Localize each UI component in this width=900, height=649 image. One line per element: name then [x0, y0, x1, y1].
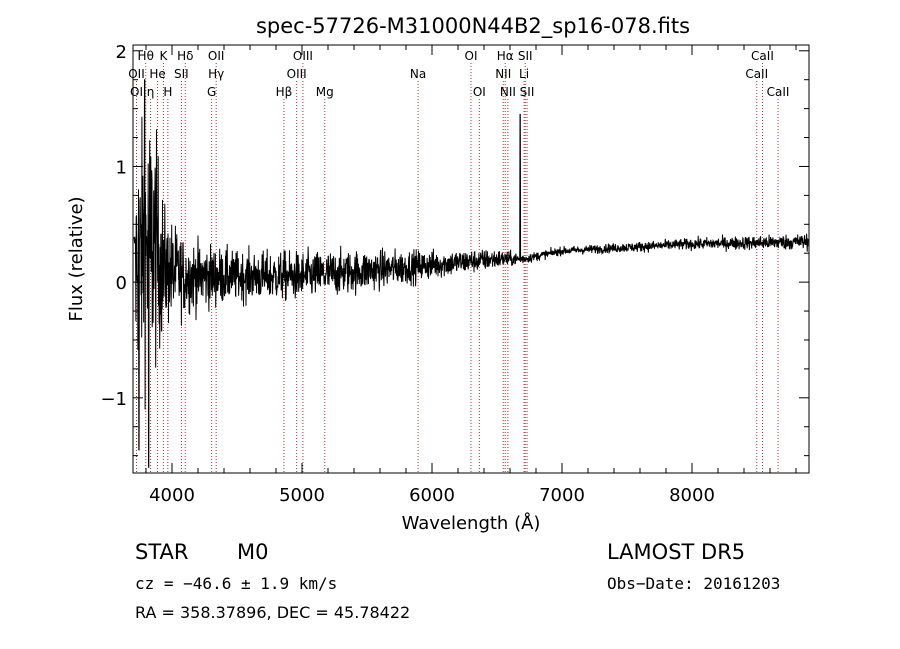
coordinates: RA = 358.37896, DEC = 45.78422	[135, 603, 411, 622]
line-label: Hβ	[276, 85, 293, 99]
x-axis: 4000 5000 6000 7000 8000	[145, 45, 797, 506]
line-label: OI	[465, 49, 478, 63]
plot-frame	[132, 44, 810, 474]
y-axis-label: Flux (relative)	[66, 196, 87, 321]
spectrum-line	[133, 79, 809, 468]
line-label: Na	[410, 67, 426, 81]
y-axis: −1 0 1 2	[100, 42, 809, 457]
obs-date: Obs−Date: 20161203	[607, 574, 781, 593]
y-tick-label: 2	[116, 42, 127, 63]
object-class: STAR	[135, 540, 189, 564]
redshift-cz: cz = −46.6 ± 1.9 km/s	[135, 574, 338, 593]
line-label: OIII	[287, 67, 307, 81]
y-tick-label: 0	[116, 273, 127, 294]
x-tick-label: 5000	[279, 485, 325, 506]
line-label: Li	[519, 67, 529, 81]
line-label: K	[159, 49, 168, 63]
line-label: η	[147, 85, 155, 99]
line-label: CaII	[745, 67, 768, 81]
x-tick-label: 7000	[539, 485, 585, 506]
line-label: Hγ	[208, 67, 224, 81]
chart-title: spec-57726-M31000N44B2_sp16-078.fits	[256, 14, 690, 39]
line-label: OIII	[293, 49, 313, 63]
line-label: OI	[473, 85, 486, 99]
line-label: Hθ	[138, 49, 154, 63]
line-label: He	[149, 67, 165, 81]
x-axis-label: Wavelength (Å)	[402, 512, 541, 534]
line-label: Mg	[316, 85, 334, 99]
x-tick-label: 6000	[409, 485, 455, 506]
line-label: NII	[500, 85, 516, 99]
line-labels: Hθ K Hδ OII OIII OI Hα SII CaII OII He SII Hγ OIII NII…	[128, 49, 789, 99]
spectrum-chart: spec-57726-M31000N44B2_sp16-078.fits Hθ K…	[66, 14, 810, 534]
x-tick-label: 8000	[669, 485, 715, 506]
line-label: H	[163, 85, 172, 99]
line-label: Hδ	[177, 49, 193, 63]
y-tick-label: 1	[116, 157, 127, 178]
line-label: SII	[174, 67, 189, 81]
x-tick-label: 4000	[149, 485, 195, 506]
line-label: Hα	[497, 49, 514, 63]
line-label: SII	[518, 49, 533, 63]
line-label: G	[207, 85, 216, 99]
y-tick-label: −1	[100, 389, 127, 410]
line-label: SII	[520, 85, 535, 99]
line-label: OI	[130, 85, 143, 99]
line-label: CaII	[767, 85, 790, 99]
line-label: OII	[128, 67, 145, 81]
line-label: OII	[208, 49, 225, 63]
line-label: CaII	[751, 49, 774, 63]
line-label: NII	[495, 67, 511, 81]
object-subclass: M0	[237, 540, 269, 564]
survey-name: LAMOST DR5	[607, 540, 746, 564]
